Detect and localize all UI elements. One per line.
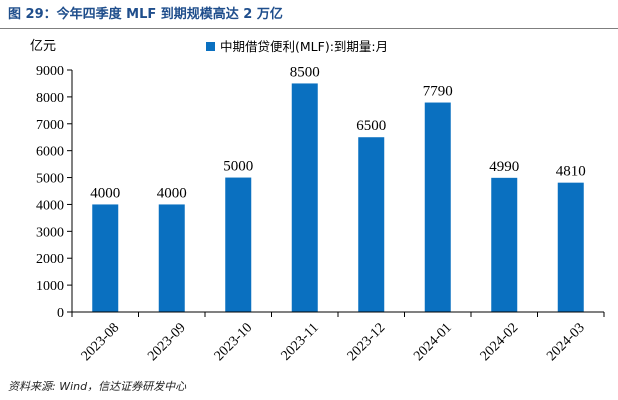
x-tick-label: 2024-02 — [478, 320, 522, 364]
legend-swatch — [206, 42, 215, 51]
y-axis: 0 1000 2000 3000 4000 5000 6000 7000 8000 9000 — [36, 64, 73, 321]
legend-label: 中期借贷便利(MLF):到期量:月 — [220, 39, 388, 54]
data-label: 4000 — [157, 185, 187, 201]
title-divider — [0, 28, 618, 29]
figure-title: 图 29：今年四季度 MLF 到期规模高达 2 万亿 — [8, 7, 283, 22]
x-axis: 2023-08 2023-09 2023-10 2023-11 2023-12 2024-… — [71, 311, 605, 364]
y-tick-label: 9000 — [36, 64, 64, 79]
bar — [557, 182, 584, 312]
y-tick-label: 7000 — [36, 118, 64, 133]
y-tick-label: 2000 — [36, 252, 64, 267]
y-tick-label: 1000 — [36, 279, 64, 294]
data-label: 7790 — [423, 84, 453, 100]
y-axis-unit-label: 亿元 — [30, 39, 56, 54]
bar — [291, 83, 318, 312]
data-label: 4000 — [90, 185, 120, 201]
y-tick-label: 8000 — [36, 91, 64, 106]
x-tick-label: 2023-09 — [145, 320, 189, 364]
y-tick-label: 6000 — [36, 145, 64, 160]
x-tick-label: 2024-01 — [411, 320, 455, 364]
legend: 中期借贷便利(MLF):到期量:月 — [206, 39, 388, 54]
y-tick-label: 4000 — [36, 198, 64, 213]
source-note: 资料来源: Wind，信达证券研发中心 — [8, 380, 187, 393]
bar-series: 4000 4000 5000 8500 6500 7790 4990 4810 — [90, 64, 586, 312]
x-tick-label: 2023-12 — [345, 320, 389, 364]
x-tick-label: 2023-08 — [79, 320, 123, 364]
bar — [491, 177, 518, 312]
bar — [158, 204, 185, 312]
x-tick-label: 2024-03 — [544, 320, 588, 364]
x-tick-label: 2023-11 — [279, 320, 322, 363]
x-tick-label: 2023-10 — [212, 320, 256, 364]
data-label: 5000 — [223, 159, 253, 175]
bar — [225, 177, 252, 312]
y-tick-label: 0 — [57, 306, 64, 321]
bar — [358, 137, 385, 312]
bar — [424, 102, 451, 312]
y-tick-label: 5000 — [36, 172, 64, 187]
data-label: 4810 — [556, 164, 586, 180]
bar — [92, 204, 119, 312]
y-tick-label: 3000 — [36, 225, 64, 240]
data-label: 8500 — [290, 64, 320, 80]
data-label: 4990 — [489, 159, 519, 175]
data-label: 6500 — [356, 118, 386, 134]
